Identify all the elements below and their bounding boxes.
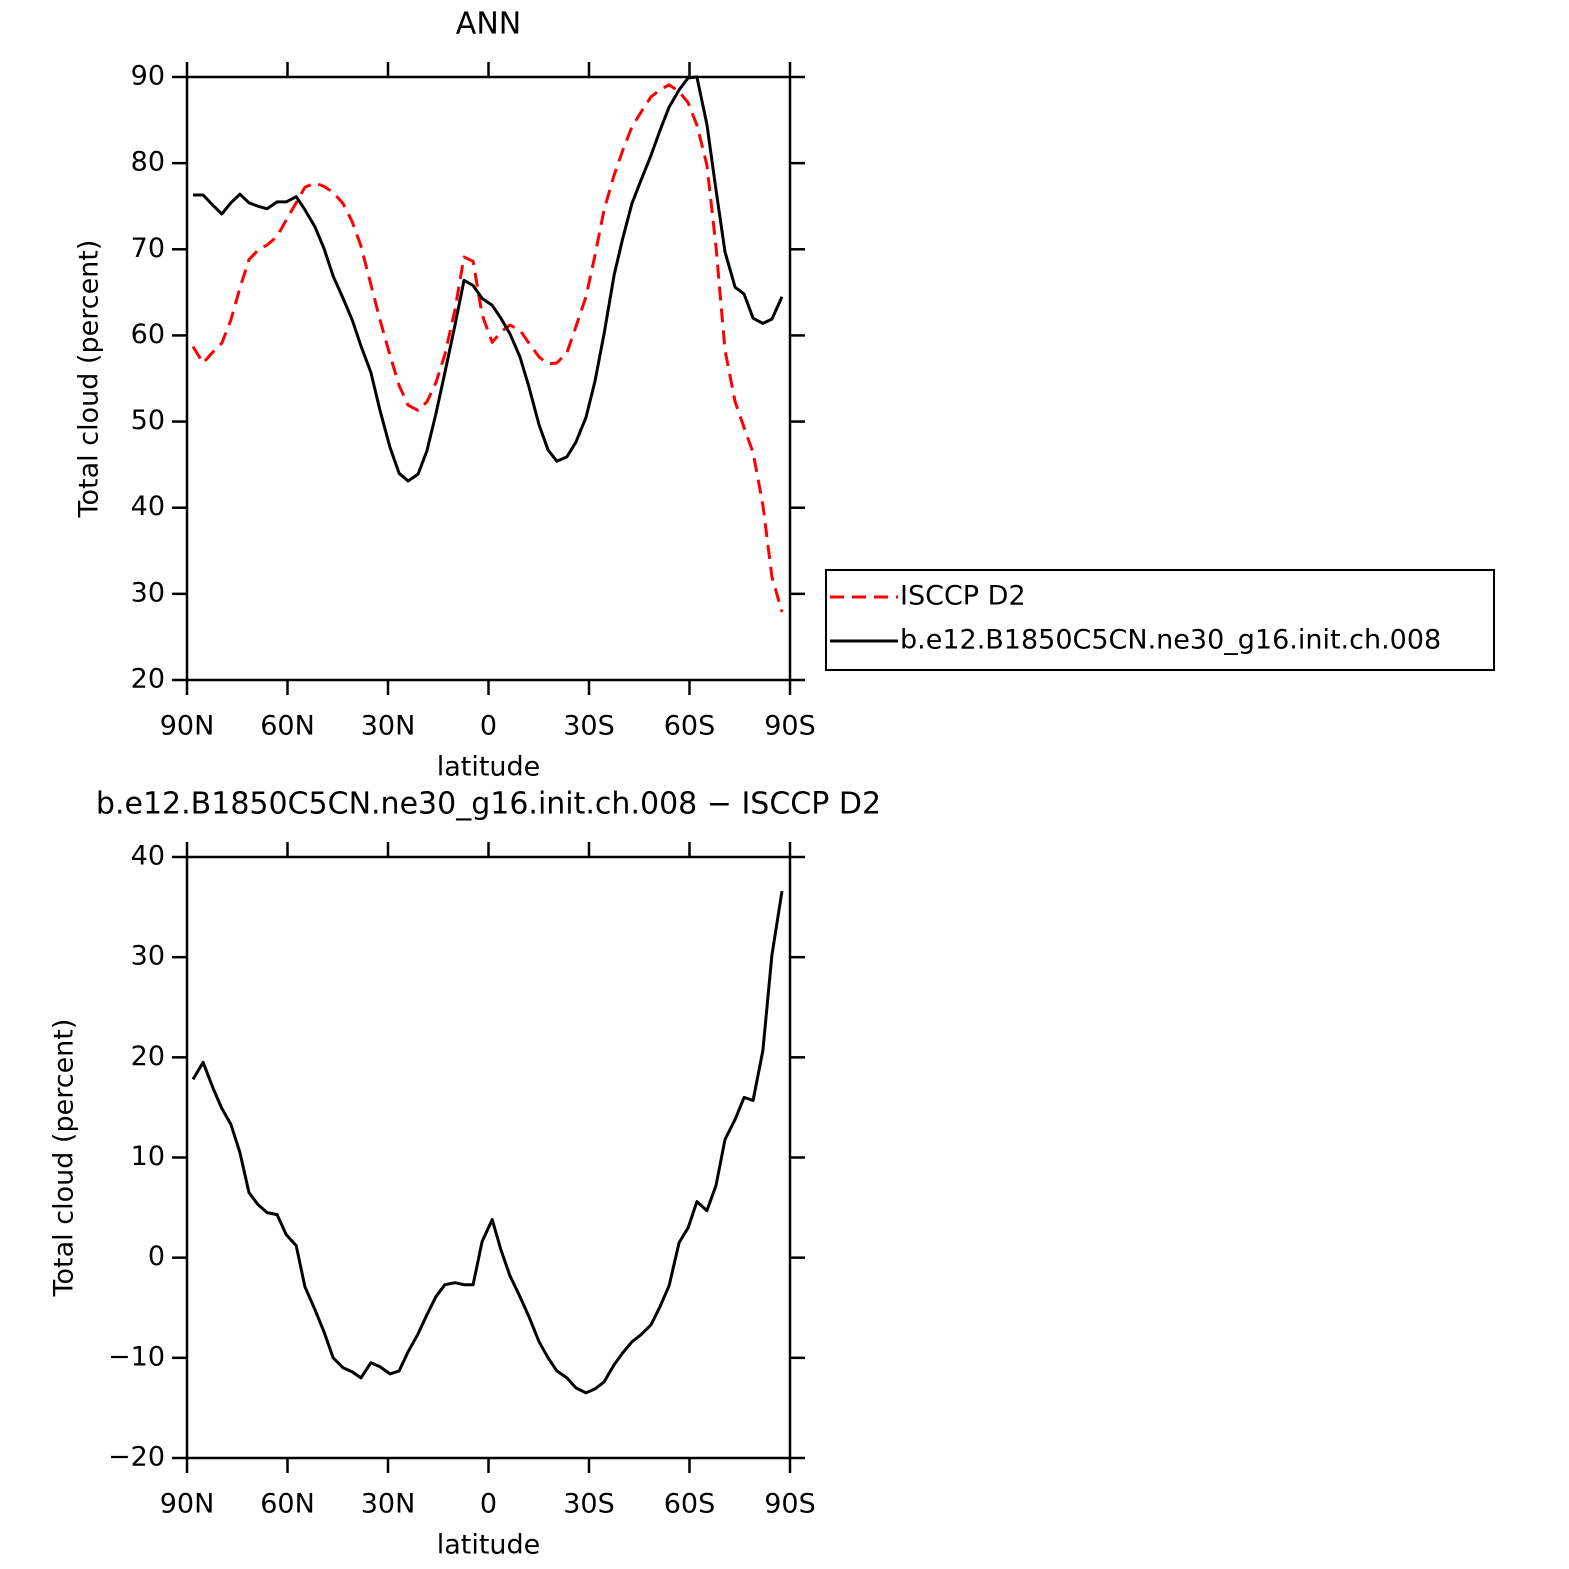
x-tick-label: 0 — [480, 711, 497, 742]
y-tick-label: 70 — [131, 233, 165, 264]
x-axis-label: latitude — [437, 1530, 541, 1561]
y-axis-label: Total cloud (percent) — [49, 1019, 80, 1298]
x-tick-label: 90N — [160, 711, 215, 742]
x-tick-label: 0 — [480, 1489, 497, 1520]
y-tick-label: 20 — [131, 664, 165, 695]
x-tick-label: 60N — [260, 711, 315, 742]
y-tick-label: 30 — [131, 941, 165, 972]
y-tick-label: 30 — [131, 577, 165, 608]
y-tick-label: 60 — [131, 319, 165, 350]
y-tick-label: −10 — [108, 1341, 165, 1372]
x-tick-label: 60N — [260, 1489, 315, 1520]
data-line — [193, 75, 784, 483]
legend: ISCCP D2 b.e12.B1850C5CN.ne30_g16.init.ch… — [825, 569, 1495, 671]
x-tick-label: 90S — [764, 711, 816, 742]
x-tick-label: 30S — [563, 711, 615, 742]
y-tick-label: 50 — [131, 405, 165, 436]
y-tick-label: 20 — [131, 1041, 165, 1072]
chart-title: ANN — [456, 7, 521, 42]
y-tick-label: 0 — [148, 1241, 165, 1272]
data-line — [191, 890, 784, 1395]
legend-label: ISCCP D2 — [900, 581, 1026, 612]
x-tick-label: 30N — [361, 1489, 416, 1520]
x-tick-label: 60S — [664, 711, 716, 742]
x-tick-label: 90S — [764, 1489, 816, 1520]
x-tick-label: 30N — [361, 711, 416, 742]
plot-frame — [185, 75, 792, 682]
x-axis-label: latitude — [437, 752, 541, 783]
y-tick-label: 80 — [131, 147, 165, 178]
legend-box — [825, 569, 1495, 671]
data-line — [191, 83, 784, 613]
y-tick-label: 90 — [131, 61, 165, 92]
chart-title: b.e12.B1850C5CN.ne30_g16.init.ch.008 − I… — [96, 787, 881, 822]
y-tick-label: 40 — [131, 841, 165, 872]
y-axis-label: Total cloud (percent) — [74, 240, 105, 519]
y-tick-label: −20 — [108, 1442, 165, 1473]
legend-label: b.e12.B1850C5CN.ne30_g16.init.ch.008 — [900, 625, 1441, 656]
plot-frame — [185, 855, 792, 1460]
y-tick-label: 10 — [131, 1141, 165, 1172]
x-tick-label: 90N — [160, 1489, 215, 1520]
x-tick-label: 60S — [664, 1489, 716, 1520]
x-tick-label: 30S — [563, 1489, 615, 1520]
y-tick-label: 40 — [131, 491, 165, 522]
